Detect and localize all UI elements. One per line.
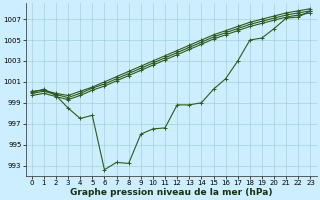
X-axis label: Graphe pression niveau de la mer (hPa): Graphe pression niveau de la mer (hPa) [70, 188, 272, 197]
